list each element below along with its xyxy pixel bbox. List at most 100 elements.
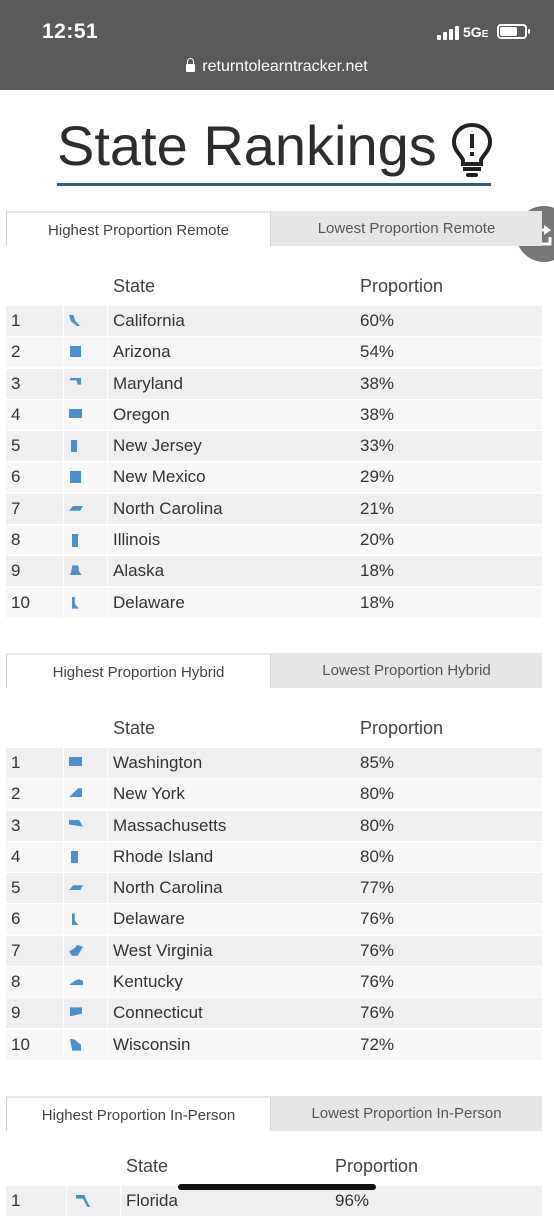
proportion-value: 76% (360, 1003, 395, 1023)
delaware-shape-icon (72, 913, 79, 926)
proportion-value: 76% (360, 972, 395, 992)
wisconsin-shape-icon (70, 1038, 81, 1051)
rank: 2 (11, 342, 21, 362)
state-name: Oregon (113, 404, 170, 424)
table-row[interactable]: 1 California 60% (6, 306, 542, 336)
state-name: Maryland (113, 373, 183, 393)
table-row[interactable]: 4 Rhode Island 80% (6, 841, 542, 872)
arizona-shape-icon (70, 346, 81, 358)
table-row[interactable]: 7 North Carolina 21% (6, 493, 542, 524)
tab-lowest-remote[interactable]: Lowest Proportion Remote (317, 220, 496, 237)
tab-highest-in-person[interactable]: Highest Proportion In-Person (6, 1096, 271, 1131)
rank: 3 (11, 815, 21, 835)
proportion-value: 29% (360, 467, 395, 487)
proportion-value: 85% (360, 753, 395, 772)
tab-highest-hybrid[interactable]: Highest Proportion Hybrid (6, 653, 271, 688)
north-carolina-shape-icon (69, 885, 83, 891)
table-row[interactable]: 1 Washington 85% (6, 748, 542, 778)
table-row[interactable]: 2 Arizona 54% (6, 337, 542, 368)
rank: 1 (11, 1191, 21, 1210)
rank: 2 (11, 784, 21, 804)
table-row[interactable]: 10 Delaware 18% (6, 587, 542, 618)
network-label: 5G (463, 24, 482, 40)
table-row[interactable]: 2 New York 80% (6, 779, 542, 810)
table-row[interactable]: 5 New Jersey 33% (6, 431, 542, 462)
table-row[interactable]: 9 Alaska 18% (6, 556, 542, 587)
new-mexico-shape-icon (70, 471, 81, 484)
table-row[interactable]: 1 Florida 96% (6, 1186, 542, 1216)
maryland-shape-icon (70, 377, 81, 385)
battery-icon (497, 24, 530, 39)
page-title: State Rankings (57, 114, 437, 177)
signal-icon (437, 24, 459, 40)
browser-header: 12:51 5GE returntolearntracker.net (0, 0, 554, 90)
rank: 6 (11, 909, 21, 929)
title-underline (57, 183, 491, 186)
tab-highest-remote[interactable]: Highest Proportion Remote (6, 211, 271, 246)
address-bar[interactable]: returntolearntracker.net (0, 58, 554, 76)
state-name: Delaware (113, 592, 185, 612)
state-name: Massachusetts (113, 815, 227, 835)
table-row[interactable]: 4 Oregon 38% (6, 399, 542, 430)
home-indicator[interactable] (178, 1184, 376, 1190)
proportion-value: 96% (335, 1191, 370, 1210)
table-row[interactable]: 9 Connecticut 76% (6, 998, 542, 1029)
table-row[interactable]: 8 Illinois 20% (6, 525, 542, 556)
proportion-value: 60% (360, 311, 395, 330)
rank: 7 (11, 940, 21, 960)
tab-bar: Highest Proportion In-Person Lowest Prop… (6, 1096, 542, 1131)
new-jersey-shape-icon (71, 440, 77, 453)
state-name: Delaware (113, 909, 185, 929)
rhode-island-shape-icon (71, 850, 78, 863)
in-person-ranking-section: Highest Proportion In-Person Lowest Prop… (6, 1096, 542, 1217)
kentucky-shape-icon (69, 979, 83, 986)
oregon-shape-icon (69, 408, 82, 418)
table-header: State Proportion (6, 708, 542, 748)
column-header-proportion: Proportion (360, 276, 444, 296)
column-header-proportion: Proportion (360, 718, 444, 738)
table-row[interactable]: 6 New Mexico 29% (6, 462, 542, 493)
table-row[interactable]: 6 Delaware 76% (6, 904, 542, 935)
rank: 9 (11, 561, 21, 581)
table-row[interactable]: 3 Massachusetts 80% (6, 810, 542, 841)
washington-shape-icon (69, 757, 82, 766)
state-name: California (113, 311, 185, 330)
rank: 1 (11, 753, 21, 772)
rank: 4 (11, 846, 21, 866)
network-suffix: E (481, 29, 489, 40)
state-name: Illinois (113, 530, 161, 550)
table-row[interactable]: 3 Maryland 38% (6, 368, 542, 399)
state-name: West Virginia (113, 940, 213, 960)
url-text: returntolearntracker.net (202, 58, 368, 75)
column-header-proportion: Proportion (335, 1156, 419, 1176)
florida-shape-icon (76, 1195, 90, 1207)
rank: 3 (11, 373, 21, 393)
network-indicator: 5GE (463, 24, 488, 40)
table-row[interactable]: 10 Wisconsin 72% (6, 1029, 542, 1060)
table-header: State Proportion (6, 266, 542, 306)
proportion-value: 76% (360, 940, 395, 960)
rank: 5 (11, 436, 21, 456)
status-time: 12:51 (42, 20, 99, 43)
rank: 8 (11, 972, 21, 992)
rank: 4 (11, 404, 21, 424)
rank: 10 (11, 1034, 30, 1054)
alaska-shape-icon (70, 565, 82, 576)
state-name: Rhode Island (113, 846, 214, 866)
tab-lowest-in-person[interactable]: Lowest Proportion In-Person (311, 1105, 502, 1122)
state-name: New Jersey (113, 436, 202, 456)
state-name: Wisconsin (113, 1034, 191, 1054)
tab-lowest-hybrid[interactable]: Lowest Proportion Hybrid (322, 662, 491, 679)
tab-bar: Highest Proportion Remote Lowest Proport… (6, 211, 542, 246)
table-row[interactable]: 5 North Carolina 77% (6, 873, 542, 904)
north-carolina-shape-icon (69, 505, 83, 511)
table-row[interactable]: 7 West Virginia 76% (6, 935, 542, 966)
new-york-shape-icon (69, 788, 82, 798)
tab-bar: Highest Proportion Hybrid Lowest Proport… (6, 653, 542, 688)
proportion-value: 33% (360, 436, 395, 456)
rank: 5 (11, 878, 21, 898)
proportion-value: 80% (360, 784, 395, 804)
table-header: State Proportion (6, 1146, 542, 1186)
illinois-shape-icon (72, 534, 78, 548)
table-row[interactable]: 8 Kentucky 76% (6, 967, 542, 998)
